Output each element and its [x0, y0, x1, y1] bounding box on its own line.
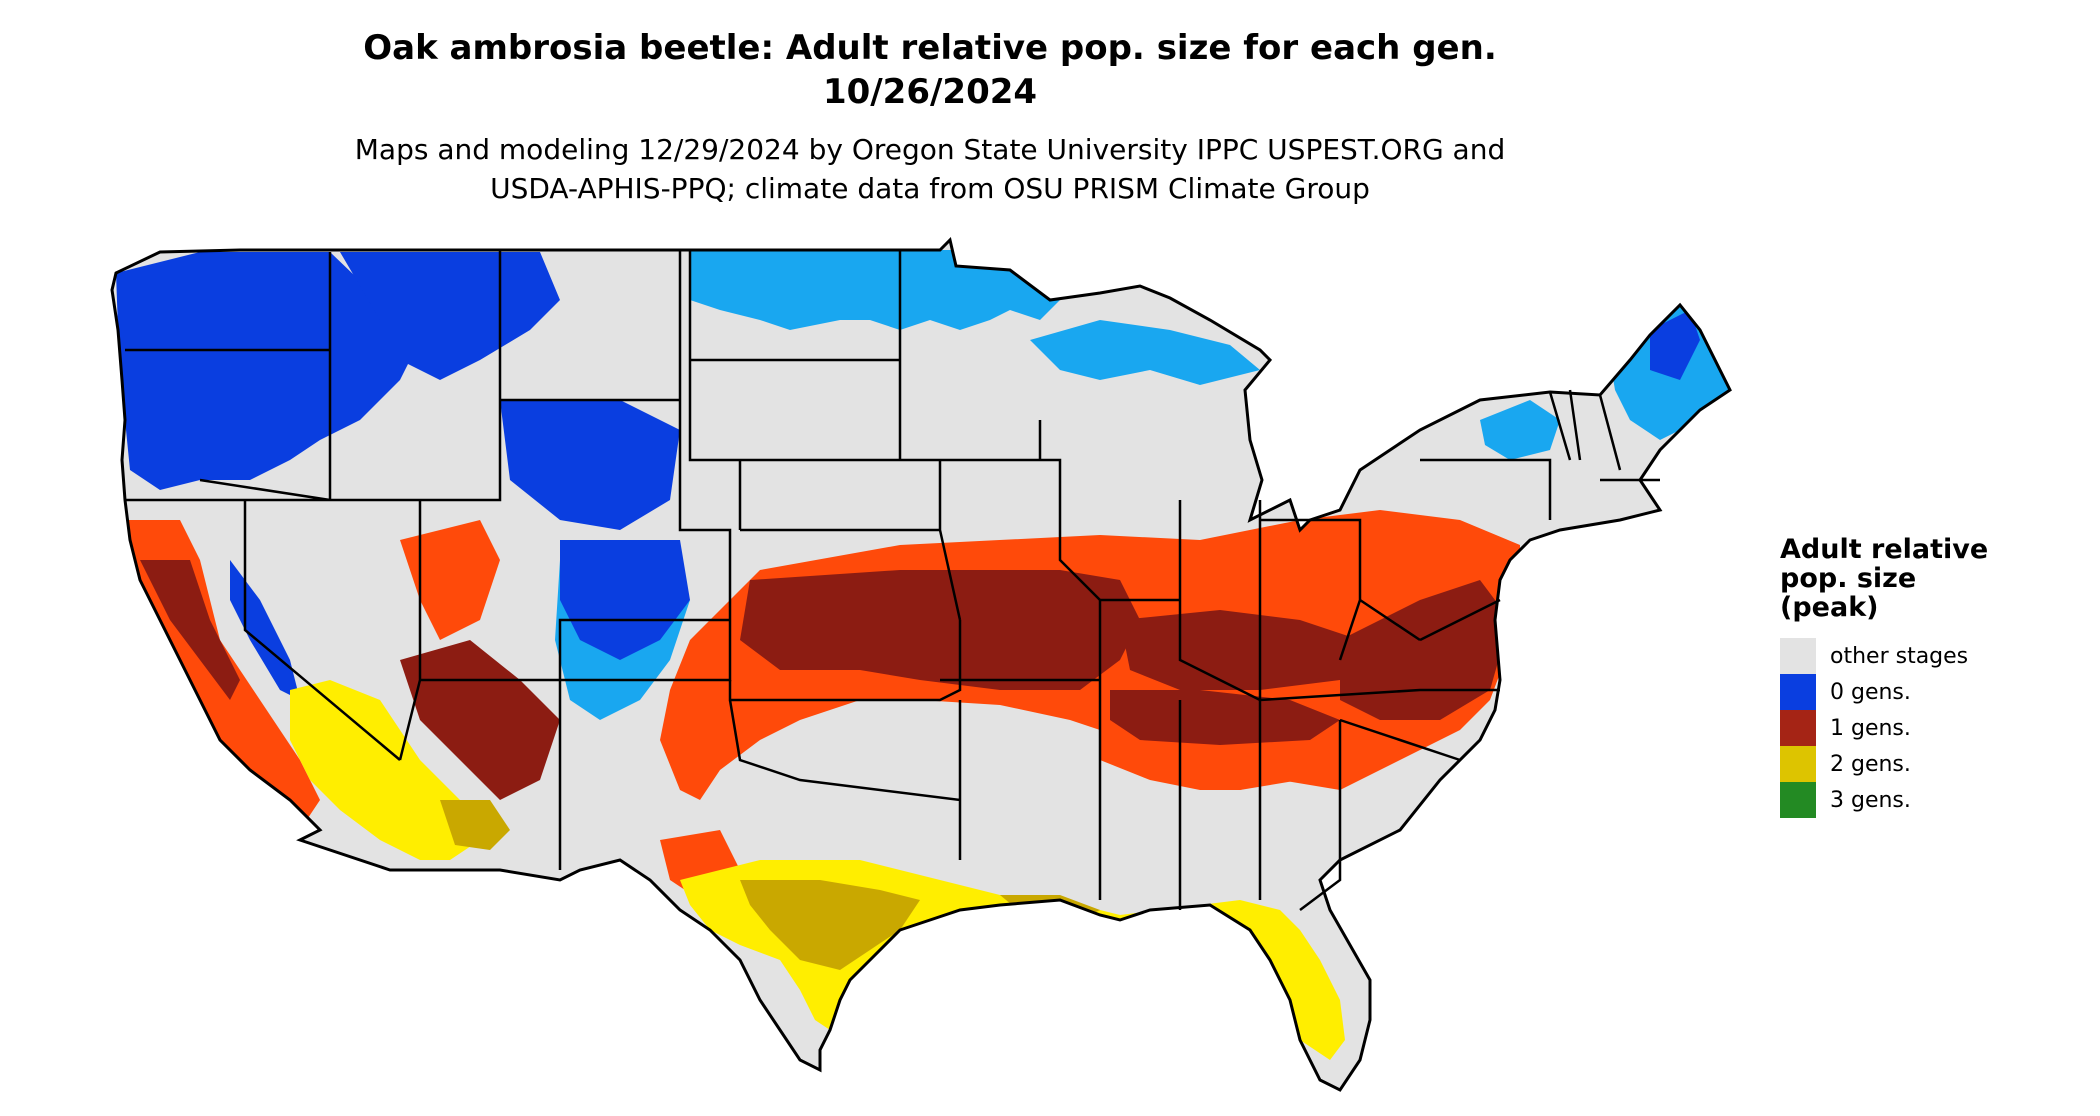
legend-label: 2 gens.	[1830, 751, 1911, 777]
zone-0-gens-dark-sierra	[230, 560, 300, 700]
state-lines-northeast	[1548, 389, 1660, 482]
title-line-2: 10/26/2024	[822, 72, 1038, 112]
legend-label: other stages	[1830, 643, 1969, 669]
legend-swatch	[1780, 782, 1816, 818]
zone-0-gens-dark-montana-idaho	[340, 252, 560, 380]
zone-0-gens-dark-colorado	[560, 540, 690, 660]
zone-1-gens-dark-california	[140, 560, 240, 700]
legend-swatch	[1780, 710, 1816, 746]
title-line-1: Oak ambrosia beetle: Adult relative pop.…	[363, 28, 1497, 68]
legend-item-3-gens: 3 gens.	[1780, 782, 2080, 818]
subtitle-line-2: USDA-APHIS-PPQ; climate data from OSU PR…	[490, 172, 1370, 205]
legend-title-line-3: (peak)	[1780, 592, 1879, 623]
zone-0-gens-dark-northeast	[1650, 310, 1700, 380]
legend-swatch	[1780, 746, 1816, 782]
legend-item-2-gens: 2 gens.	[1780, 746, 2080, 782]
legend-title-line-2: pop. size	[1780, 563, 1917, 594]
state-lines-east	[1098, 458, 1552, 911]
zone-1-gens-dark-midwest	[740, 570, 1140, 690]
legend-swatch	[1780, 674, 1816, 710]
us-phenology-map	[110, 238, 1732, 1092]
zone-0-gens-light-upper-michigan	[1030, 320, 1260, 385]
zone-1-gens-light-great-basin	[400, 520, 500, 640]
legend-label: 3 gens.	[1830, 787, 1911, 813]
legend-item-1-gens: 1 gens.	[1780, 710, 2080, 746]
zone-0-gens-dark-northwest	[116, 252, 420, 490]
map-subtitle: Maps and modeling 12/29/2024 by Oregon S…	[0, 130, 1860, 208]
legend-item-0-gens: 0 gens.	[1780, 674, 2080, 710]
zone-2-gens-olive-texas	[740, 880, 920, 970]
legend-title-line-1: Adult relative	[1780, 534, 1989, 565]
zone-0-gens-dark-wyoming	[500, 400, 680, 530]
zone-0-gens-light-northern-plains	[690, 250, 1060, 330]
zone-2-gens-bright-arizona	[290, 680, 480, 860]
subtitle-line-1: Maps and modeling 12/29/2024 by Oregon S…	[354, 133, 1506, 166]
state-boundaries	[125, 248, 1660, 911]
legend-label: 1 gens.	[1830, 715, 1911, 741]
legend-label: 0 gens.	[1830, 679, 1911, 705]
legend-item-other-stages: other stages	[1780, 638, 2080, 674]
zone-1-gens-dark-tennessee	[1110, 690, 1340, 745]
state-lines-central	[680, 248, 1102, 860]
legend-swatch	[1780, 638, 1816, 674]
zone-2-gens-olive-arizona	[440, 800, 510, 850]
legend: Adult relative pop. size (peak) other st…	[1780, 535, 2080, 818]
zone-0-gens-light-adirondacks	[1480, 400, 1560, 460]
legend-title: Adult relative pop. size (peak)	[1780, 535, 2080, 622]
state-lines-west	[125, 250, 732, 870]
map-title: Oak ambrosia beetle: Adult relative pop.…	[0, 26, 1860, 114]
